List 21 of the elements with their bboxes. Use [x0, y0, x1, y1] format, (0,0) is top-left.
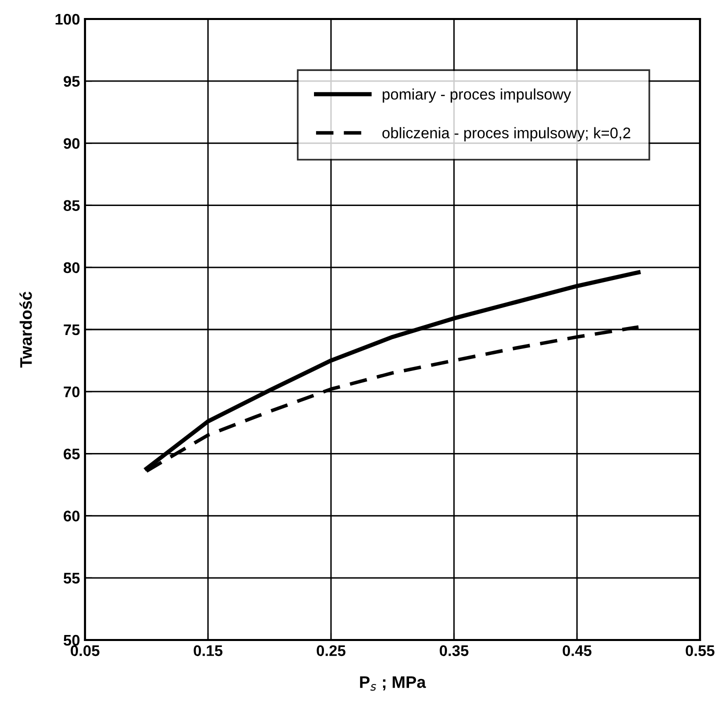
x-tick-label: 0.25 — [316, 645, 346, 656]
x-tick-label: 0.35 — [440, 645, 468, 656]
y-tick-label: 95 — [64, 76, 80, 87]
y-tick-label: 80 — [64, 262, 80, 274]
y-tick-label: 65 — [64, 448, 80, 460]
y-tick-label: 85 — [64, 200, 80, 211]
y-tick-label: 90 — [64, 138, 80, 149]
legend-label: obliczenia - proces impulsowy; k=0,2 — [382, 127, 630, 142]
x-tick-label: 0.45 — [562, 645, 592, 656]
y-tick-label: 60 — [64, 510, 80, 522]
x-tick-label: 0.15 — [194, 645, 222, 656]
legend-label: pomiary - proces impulsowy — [382, 88, 572, 103]
y-tick-label: 70 — [64, 386, 80, 398]
y-tick-label: 75 — [64, 324, 80, 336]
x-axis-title: P$_{s}$ ; MPa — [360, 676, 426, 691]
x-tick-label: 0.05 — [70, 645, 100, 656]
y-tick-label: 100 — [56, 14, 80, 25]
y-axis-title: Twardość — [20, 292, 32, 368]
x-tick-label: 0.55 — [686, 645, 714, 656]
y-tick-label: 50 — [64, 634, 80, 646]
y-tick-label: 55 — [64, 572, 80, 584]
